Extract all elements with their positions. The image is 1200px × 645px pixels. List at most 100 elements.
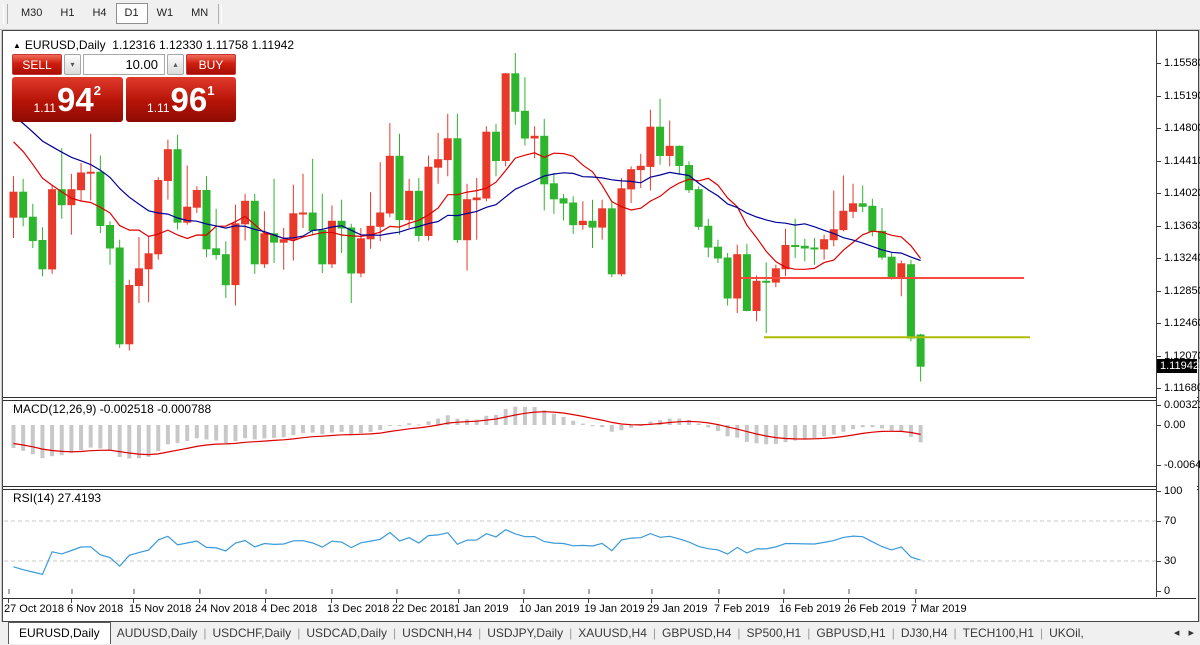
chart-tab-active[interactable]: EURUSD,Daily (8, 622, 111, 644)
current-price-tag: 1.11942 (1157, 359, 1199, 374)
price-axis-label: 1.14800 (1164, 122, 1200, 134)
time-axis-tick (783, 599, 784, 603)
timeframe-button-w1[interactable]: W1 (156, 7, 174, 19)
toolbar-grip[interactable] (3, 4, 8, 24)
sell-price-panel[interactable]: 1.11 94 2 (12, 77, 123, 122)
timeframe-button-d1[interactable]: D1 (115, 3, 148, 24)
time-axis-label: 6 Nov 2018 (67, 603, 124, 615)
chart-tab[interactable]: AUDUSD,Daily (116, 626, 198, 640)
chart-tab[interactable]: GBPUSD,H1 (816, 626, 886, 640)
chart-window: ▲ EURUSD,Daily 1.12316 1.12330 1.11758 1.… (2, 30, 1200, 622)
time-axis-tick (523, 599, 524, 603)
tab-separator: | (807, 626, 811, 640)
buy-price-prefix: 1.11 (147, 101, 170, 115)
pane-separator-rsi[interactable] (3, 486, 1198, 490)
rsi-axis-label: 70 (1164, 515, 1177, 527)
time-axis-tick (848, 599, 849, 603)
time-axis-label: 19 Jan 2019 (584, 603, 645, 615)
time-axis-label: 24 Nov 2018 (195, 603, 258, 615)
rsi-indicator-pane[interactable] (4, 490, 1156, 595)
rsi-axis-label: 100 (1164, 485, 1183, 497)
axis-tick (1157, 465, 1161, 467)
volume-decrease-button[interactable]: ▾ (64, 54, 81, 75)
time-axis-label: 15 Nov 2018 (129, 603, 192, 615)
time-axis-label: 1 Jan 2019 (454, 603, 509, 615)
macd-axis-label: -0.006485 (1164, 459, 1200, 472)
timeframe-button-m30[interactable]: M30 (21, 7, 43, 19)
chart-tab[interactable]: DJ30,H4 (900, 626, 948, 640)
price-axis-label: 1.14410 (1164, 154, 1200, 167)
time-axis-label: 7 Feb 2019 (714, 603, 770, 615)
collapse-arrow-icon[interactable]: ▲ (13, 41, 21, 50)
rsi-axis-label: 30 (1164, 555, 1177, 567)
axis-tick (1157, 258, 1161, 259)
sell-price-pip: 2 (93, 83, 101, 98)
chart-tab[interactable]: GBPUSD,H4 (662, 626, 732, 640)
axis-tick (1157, 404, 1161, 406)
axis-tick (1157, 521, 1161, 522)
axis-tick (1157, 591, 1161, 592)
timeframe-button-mn[interactable]: MN (191, 7, 209, 19)
tab-separator: | (652, 626, 657, 640)
tab-separator: | (953, 626, 957, 640)
axis-tick (1157, 425, 1161, 426)
price-axis-label: 1.12460 (1164, 317, 1200, 329)
buy-button[interactable]: BUY (186, 54, 236, 75)
price-chart-pane[interactable] (4, 33, 1156, 397)
timeframe-button-h1[interactable]: H1 (60, 7, 75, 19)
toolbar-separator (218, 4, 222, 24)
axis-tick (1157, 225, 1161, 227)
chart-tab[interactable]: TECH100,H1 (962, 626, 1034, 640)
price-axis[interactable]: 1.15580 1.15190 1.14800 1.14410 1.14020 1.136… (1156, 31, 1200, 597)
time-axis-tick (133, 599, 134, 603)
buy-price-pip: 1 (207, 83, 215, 98)
axis-tick (1157, 63, 1161, 64)
chart-tab[interactable]: SP500,H1 (746, 626, 802, 640)
time-axis-label: 27 Oct 2018 (4, 603, 64, 615)
tab-separator: | (297, 626, 301, 640)
tab-separator: | (1040, 626, 1044, 640)
macd-indicator-pane[interactable] (4, 401, 1156, 486)
tab-scroll-right-icon[interactable]: ▸ (1188, 627, 1194, 639)
pane-separator-macd[interactable] (3, 397, 1198, 401)
chart-tab[interactable]: UKOil, (1049, 626, 1084, 640)
sell-button[interactable]: SELL (12, 54, 62, 75)
tab-scroll-left-icon[interactable]: ◂ (1173, 627, 1180, 639)
volume-input[interactable] (83, 54, 165, 75)
chart-tab[interactable]: XAUUSD,H4 (578, 626, 647, 640)
time-axis-tick (331, 599, 332, 603)
price-axis-label: 1.15190 (1164, 89, 1200, 102)
axis-tick (1157, 128, 1161, 129)
chart-tab[interactable]: USDCNH,H4 (402, 626, 473, 640)
volume-increase-button[interactable]: ▴ (167, 54, 184, 75)
sell-price-big: 94 (57, 80, 94, 118)
timeframe-button-h4[interactable]: H4 (92, 7, 107, 19)
time-axis-label: 26 Feb 2019 (844, 603, 906, 615)
macd-axis-label: 0.003216 (1164, 398, 1200, 411)
price-axis-label: 1.11680 (1164, 382, 1200, 394)
chart-tabs: EURUSD,Daily AUDUSD,Daily | USDCHF,Daily | US… (0, 622, 1090, 644)
axis-tick (1157, 491, 1161, 492)
tab-separator: | (393, 626, 397, 640)
tab-separator: | (569, 626, 573, 640)
tab-separator: | (203, 626, 207, 640)
time-axis-tick (588, 599, 589, 603)
time-axis-tick (458, 599, 459, 603)
time-axis-label: 10 Jan 2019 (519, 603, 580, 615)
price-axis-label: 1.14020 (1164, 187, 1200, 199)
buy-price-big: 96 (170, 80, 208, 118)
chart-symbol-label: EURUSD,Daily (24, 38, 106, 52)
time-axis-tick (199, 599, 200, 603)
tab-separator: | (478, 626, 482, 640)
time-axis[interactable]: 27 Oct 2018 6 Nov 2018 15 Nov 2018 24 Nov 2… (3, 598, 1196, 620)
axis-tick (1157, 388, 1161, 389)
tab-scroll-arrows: ◂ ▸ (1168, 626, 1194, 639)
timeframe-buttons: M30 H1 H4 D1 W1 MN (12, 0, 217, 24)
chart-tab[interactable]: USDCAD,Daily (306, 626, 387, 640)
time-axis-tick (718, 599, 719, 603)
chart-tab[interactable]: USDJPY,Daily (487, 626, 564, 640)
buy-price-panel[interactable]: 1.11 96 1 (125, 77, 236, 122)
time-axis-label: 7 Mar 2019 (911, 603, 967, 615)
chart-tab[interactable]: USDCHF,Daily (212, 626, 292, 640)
